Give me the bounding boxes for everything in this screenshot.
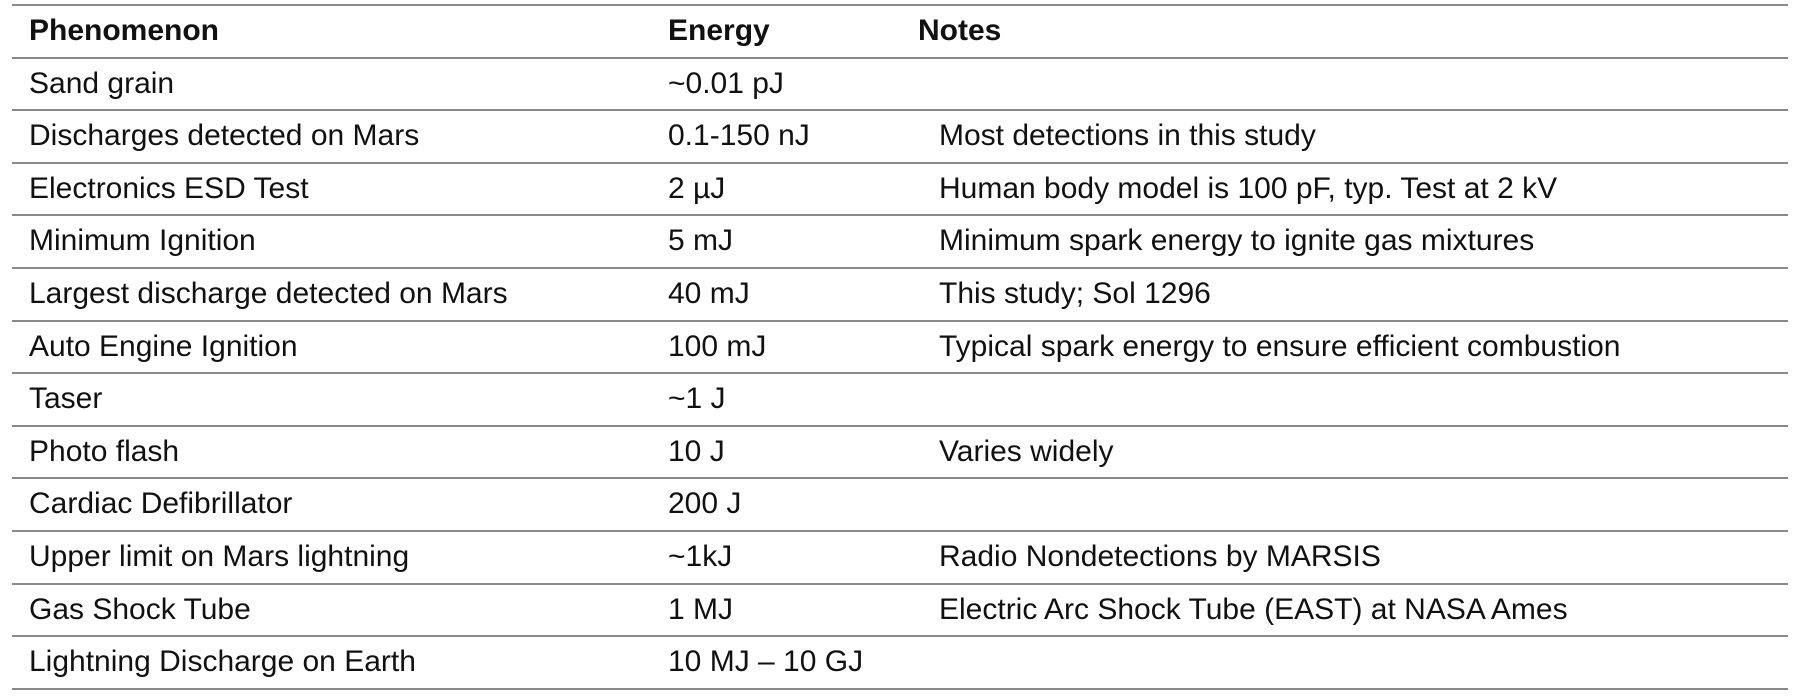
phenomenon-cell: Electronics ESD Test [29,171,309,205]
row-rule [12,372,1788,375]
energy-cell: 0.1-150 nJ [668,119,810,153]
notes-cell: Radio Nondetections by MARSIS [939,540,1381,573]
energy-cell: ~1 J [668,382,726,416]
notes-cell: Electric Arc Shock Tube (EAST) at NASA A… [939,592,1568,626]
header-cell: Phenomenon [29,14,220,47]
row-rule [12,687,1788,690]
phenomenon-cell: Upper limit on Mars lightning [29,540,410,573]
energy-cell: 40 mJ [668,277,750,310]
notes-cell: Most detections in this study [939,119,1316,153]
energy-cell: ~1kJ [668,540,733,573]
energy-cell: 10 J [668,434,725,468]
phenomenon-cell: Cardiac Defibrillator [29,487,293,521]
row-rule [12,582,1788,585]
table-rule [12,4,1788,6]
energy-cell: ~0.01 pJ [668,66,784,100]
phenomenon-cell: Largest discharge detected on Mars [29,277,508,310]
phenomenon-cell: Sand grain [29,66,175,100]
phenomenon-cell: Gas Shock Tube [29,592,251,626]
row-rule [12,635,1788,638]
table-rule [12,56,1788,59]
phenomenon-cell: Minimum Ignition [29,224,256,258]
row-rule [12,161,1788,164]
phenomenon-cell: Discharges detected on Mars [29,119,420,153]
notes-cell: Typical spark energy to ensure efficient… [939,329,1621,363]
energy-cell: 2 µJ [668,171,726,205]
notes-cell: This study; Sol 1296 [939,277,1211,310]
row-rule [12,267,1788,269]
header-cell: Energy [668,14,770,47]
row-rule [12,424,1788,427]
phenomenon-cell: Taser [29,382,103,416]
notes-cell: Minimum spark energy to ignite gas mixtu… [939,224,1535,258]
header-cell: Notes [918,14,1002,47]
energy-cell: 1 MJ [668,592,734,626]
energy-cell: 10 MJ – 10 GJ [668,645,864,679]
phenomenon-cell: Auto Engine Ignition [29,329,298,363]
energy-cell: 100 mJ [668,329,767,363]
row-rule [12,109,1788,112]
phenomenon-cell: Lightning Discharge on Earth [29,645,416,679]
energy-cell: 200 J [668,487,742,521]
energy-cell: 5 mJ [668,224,734,258]
phenomenon-cell: Photo flash [29,434,180,468]
row-rule [12,530,1788,532]
notes-cell: Human body model is 100 pF, typ. Test at… [939,171,1558,205]
row-rule [12,477,1788,480]
row-rule [12,214,1788,217]
row-rule [12,319,1788,322]
notes-cell: Varies widely [939,434,1114,468]
